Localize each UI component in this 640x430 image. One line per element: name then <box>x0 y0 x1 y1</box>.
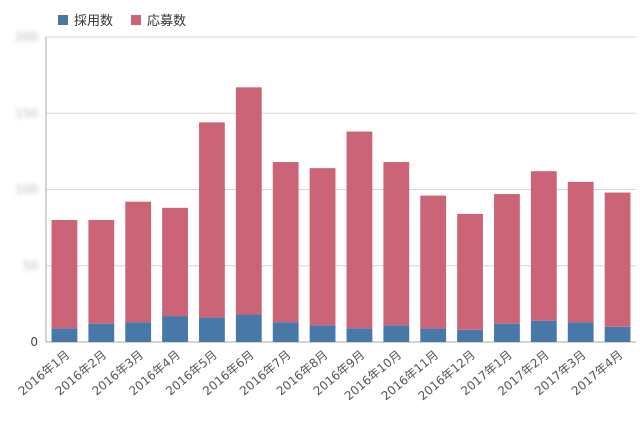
bar-applicants <box>567 181 594 323</box>
bar-applicants <box>457 213 483 330</box>
bar-hires <box>235 314 262 342</box>
bar-hires <box>383 325 410 342</box>
bar-applicants <box>162 207 188 317</box>
bar-applicants <box>235 87 262 315</box>
bar-hires <box>51 328 78 342</box>
legend-swatch-hires <box>58 14 68 25</box>
bar-applicants <box>530 171 557 321</box>
bar-applicants <box>604 192 631 327</box>
bar-hires <box>88 323 115 342</box>
bar-hires <box>346 328 373 342</box>
bar-applicants <box>383 162 410 326</box>
legend-label-applicants: 応募数 <box>147 14 187 29</box>
y-tick-label: 100 <box>15 183 38 197</box>
bar-hires <box>162 316 188 342</box>
bar-applicants <box>125 201 152 323</box>
bar-hires <box>604 326 631 342</box>
bar-hires <box>567 322 594 342</box>
legend-label-hires: 採用数 <box>74 14 114 29</box>
bar-hires <box>199 317 225 342</box>
legend-item-applicants[interactable]: 応募数 <box>131 10 186 29</box>
legend: 採用数 応募数 <box>58 10 186 29</box>
legend-item-hires[interactable]: 採用数 <box>58 10 113 29</box>
bar-applicants <box>88 220 115 324</box>
bar-hires <box>309 325 336 342</box>
legend-swatch-applicants <box>131 14 142 25</box>
bar-applicants <box>309 168 336 326</box>
bar-hires <box>420 328 447 342</box>
bar-applicants <box>272 162 299 323</box>
bar-hires <box>272 322 299 342</box>
y-tick-label: 150 <box>15 106 38 120</box>
bar-applicants <box>494 194 520 324</box>
bar-hires <box>125 322 152 342</box>
y-tick-label: 0 <box>30 335 38 349</box>
bar-hires <box>494 323 520 342</box>
bar-hires <box>530 320 557 342</box>
bar-applicants <box>420 195 447 329</box>
bar-applicants <box>51 220 78 329</box>
y-tick-label: 50 <box>23 259 38 273</box>
y-tick-label: 200 <box>15 30 38 44</box>
bar-applicants <box>346 131 373 329</box>
bar-hires <box>457 329 483 342</box>
bar-applicants <box>199 122 225 318</box>
